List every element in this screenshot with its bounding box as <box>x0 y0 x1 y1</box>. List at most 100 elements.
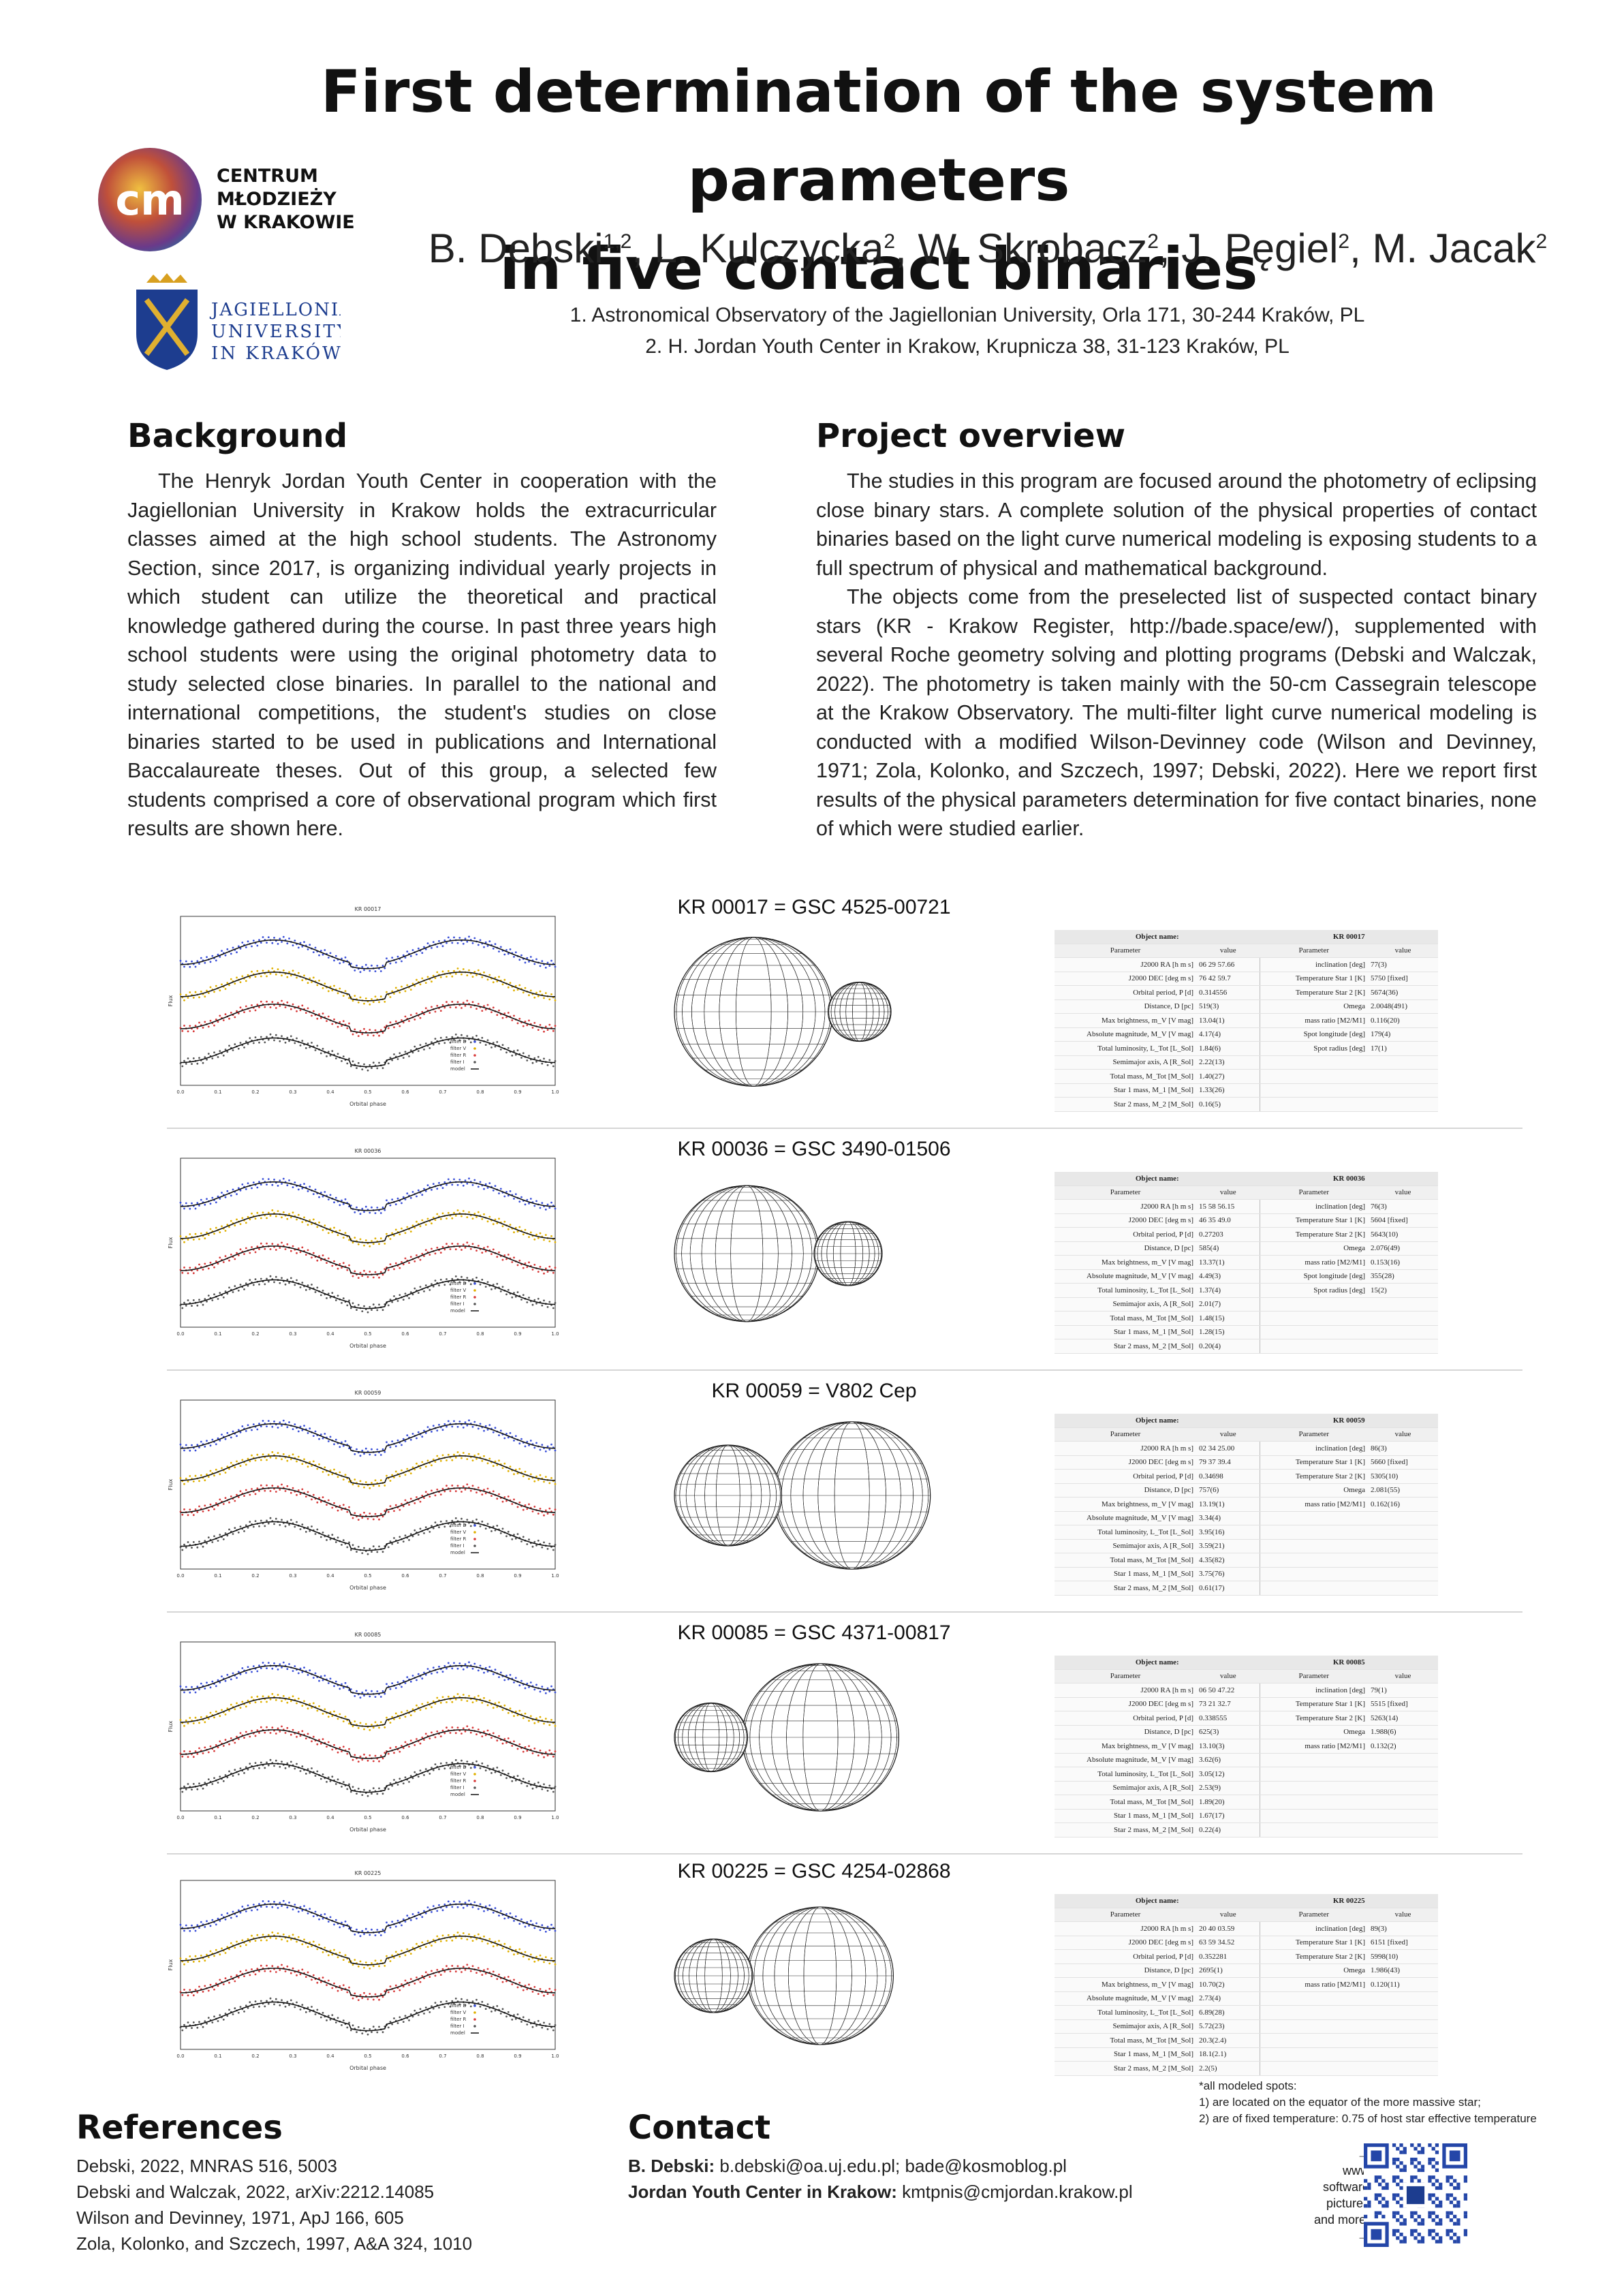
param-name: Star 1 mass, M_1 [M_Sol] <box>1055 1809 1196 1823</box>
light-curve-model-V <box>181 1696 555 1727</box>
plot-title: KR 00059 <box>355 1390 381 1396</box>
table-row: Semimajor axis, A [R_Sol] 3.59(21) <box>1055 1539 1438 1553</box>
param-name: J2000 DEC [deg m s] <box>1055 1455 1196 1470</box>
param-name: Orbital period, P [d] <box>1055 1711 1196 1726</box>
param-name: Total luminosity, L_Tot [L_Sol] <box>1055 1767 1196 1782</box>
param-name: Total luminosity, L_Tot [L_Sol] <box>1055 1525 1196 1540</box>
param-name: Star 2 mass, M_2 [M_Sol] <box>1055 1822 1196 1837</box>
table-header-row: Object name: KR 00059 <box>1055 1414 1438 1428</box>
plot-xtick: 0.7 <box>439 1573 446 1579</box>
param-value: 757(6) <box>1196 1483 1260 1498</box>
roche-model-figure <box>674 1663 900 1812</box>
roche-model-figure <box>674 1906 894 2045</box>
light-curve-model-I <box>180 2001 556 2032</box>
param-value: 0.120(11) <box>1368 1977 1438 1992</box>
roche-model-figure <box>674 1421 931 1570</box>
author-affiliation-mark: 2 <box>1147 230 1159 253</box>
param-name: Omega <box>1260 999 1368 1014</box>
plot-xtick: 1.0 <box>551 2053 559 2059</box>
light-curve-plot: KR 00085 Flux Orbital phase 0.0 0.1 0.2 0.3 0.4… <box>167 1628 562 1833</box>
plot-ylabel: Flux <box>168 1720 174 1732</box>
param-name: J2000 RA [h m s] <box>1055 957 1196 972</box>
contact-label-debski: B. Debski: <box>628 2156 715 2176</box>
legend-label: filter V <box>450 1046 467 1051</box>
param-empty <box>1368 1097 1438 1112</box>
plot-xtick: 0.8 <box>476 2053 484 2059</box>
reference-item-3: Wilson and Devinney, 1971, ApJ 166, 605 <box>76 2207 404 2228</box>
param-empty <box>1260 1097 1368 1112</box>
row-separator <box>167 1369 1522 1371</box>
contact-email-jordan[interactable]: kmtpnis@cmjordan.krakow.pl <box>896 2182 1133 2202</box>
param-name: inclination [deg] <box>1260 1683 1368 1698</box>
param-value: 1.33(26) <box>1196 1083 1260 1098</box>
param-value: 1.48(15) <box>1196 1311 1260 1326</box>
param-name: Star 2 mass, M_2 [M_Sol] <box>1055 1339 1196 1354</box>
param-name: Absolute magnitude, M_V [V mag] <box>1055 1991 1196 2006</box>
table-col-parameter: Parameter <box>1260 1908 1368 1922</box>
plot-xtick: 0.3 <box>289 1573 296 1579</box>
background-heading: Background <box>127 417 348 455</box>
param-empty <box>1368 2019 1438 2034</box>
author-name: W. Skrobacz <box>918 226 1148 271</box>
param-value: 2.01(7) <box>1196 1297 1260 1312</box>
param-name: inclination [deg] <box>1260 1199 1368 1214</box>
plot-xtick: 0.4 <box>326 1815 334 1820</box>
table-row: Star 1 mass, M_1 [M_Sol] 1.28(15) <box>1055 1325 1438 1339</box>
table-row: Max brightness, m_V [V mag] 13.19(1) mass … <box>1055 1497 1438 1512</box>
param-empty <box>1368 1767 1438 1782</box>
row-separator <box>167 1853 1522 1855</box>
affiliations: 1. Astronomical Observatory of the Jagie… <box>477 300 1458 362</box>
table-header-row: Object name: KR 00017 <box>1055 930 1438 944</box>
background-text-box: The Henryk Jordan Youth Center in cooper… <box>127 467 717 843</box>
param-value: 06 29 57.66 <box>1196 957 1260 972</box>
table-row: Orbital period, P [d] 0.352281 Temperature… <box>1055 1949 1438 1964</box>
legend-label: model <box>450 2030 465 2036</box>
param-name: J2000 RA [h m s] <box>1055 1921 1196 1936</box>
title-line-2: in five contact binaries <box>499 235 1258 303</box>
qr-caption-line-4: and more! <box>1313 2213 1369 2227</box>
table-row: Star 1 mass, M_1 [M_Sol] 18.1(2.1) <box>1055 2047 1438 2062</box>
param-value: 5674(36) <box>1368 985 1438 1000</box>
light-curve-plot: KR 00059 Flux Orbital phase 0.0 0.1 0.2 0.3 0.4… <box>167 1386 562 1591</box>
param-name: Temperature Star 1 [K] <box>1260 1213 1368 1228</box>
legend-label: filter V <box>450 1288 467 1293</box>
light-curve-plot: KR 00017 Flux Orbital phase 0.0 0.1 0.2 0.3 0.4… <box>167 903 562 1107</box>
table-col-value: value <box>1196 944 1260 958</box>
param-value: 6151 [fixed] <box>1368 1936 1438 1950</box>
table-header-row: Object name: KR 00085 <box>1055 1656 1438 1670</box>
param-value: 0.314556 <box>1196 985 1260 1000</box>
plot-xtick: 1.0 <box>551 1815 559 1820</box>
table-row: J2000 DEC [deg m s] 73 21 32.7 Temperature… <box>1055 1697 1438 1711</box>
reference-item-4: Zola, Kolonko, and Szczech, 1997, A&A 32… <box>76 2233 473 2254</box>
table-object-name: KR 00085 <box>1260 1656 1438 1670</box>
param-empty <box>1368 1055 1438 1070</box>
plot-xtick: 0.6 <box>401 1089 409 1095</box>
system-title: KR 00085 = GSC 4371-00817 <box>677 1622 951 1644</box>
param-empty <box>1260 1753 1368 1767</box>
plot-xtick: 0.4 <box>326 1331 334 1337</box>
parameters-table: Object name: KR 00225 Parameter value Parame… <box>1055 1894 1438 2076</box>
param-empty <box>1368 1553 1438 1568</box>
param-name: J2000 DEC [deg m s] <box>1055 1936 1196 1950</box>
param-name: Distance, D [pc] <box>1055 1483 1196 1498</box>
contact-email-debski[interactable]: b.debski@oa.uj.edu.pl; bade@kosmoblog.pl <box>715 2156 1067 2176</box>
param-value: 0.116(20) <box>1368 1013 1438 1028</box>
param-empty <box>1368 1339 1438 1354</box>
table-row: J2000 RA [h m s] 06 50 47.22 inclination [… <box>1055 1683 1438 1698</box>
plot-xtick: 0.4 <box>326 1573 334 1579</box>
param-value: 5643(10) <box>1368 1227 1438 1242</box>
author-name: J. Pęgiel <box>1181 226 1339 271</box>
param-empty <box>1260 1525 1368 1540</box>
table-row: J2000 DEC [deg m s] 46 35 49.0 Temperature… <box>1055 1213 1438 1228</box>
table-row: J2000 RA [h m s] 06 29 57.66 inclination [… <box>1055 957 1438 972</box>
light-curve-model-V <box>181 1935 555 1966</box>
qr-code-icon[interactable] <box>1364 2143 1467 2247</box>
plot-xtick: 0.8 <box>476 1089 484 1095</box>
plot-xtick: 0.9 <box>514 1331 521 1337</box>
param-empty <box>1368 2047 1438 2062</box>
param-name: Spot radius [deg] <box>1260 1283 1368 1298</box>
plot-xtick: 0.2 <box>251 2053 259 2059</box>
legend-label: filter V <box>450 1771 467 1777</box>
table-subheader-row: Parameter value Parameter value <box>1055 944 1438 958</box>
param-empty <box>1260 1567 1368 1581</box>
